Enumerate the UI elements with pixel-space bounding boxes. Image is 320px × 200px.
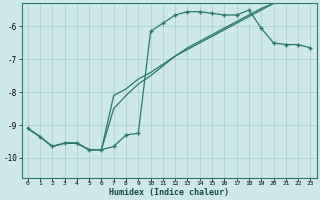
X-axis label: Humidex (Indice chaleur): Humidex (Indice chaleur): [109, 188, 229, 197]
